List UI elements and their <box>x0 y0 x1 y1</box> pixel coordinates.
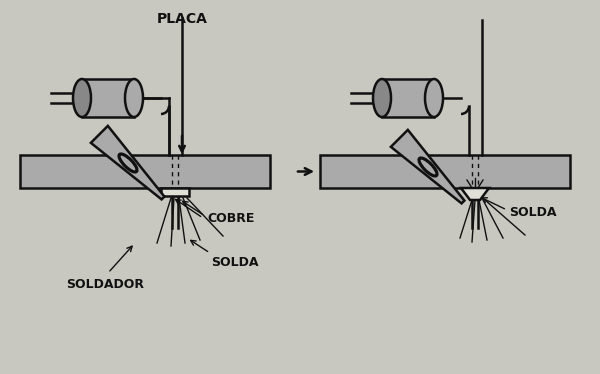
Text: SOLDADOR: SOLDADOR <box>66 278 144 291</box>
Bar <box>382 79 434 117</box>
Ellipse shape <box>73 79 91 117</box>
Ellipse shape <box>125 79 143 117</box>
Ellipse shape <box>373 79 391 117</box>
Polygon shape <box>91 126 164 199</box>
Bar <box>320 155 570 188</box>
Bar <box>161 188 189 196</box>
Text: COBRE: COBRE <box>207 212 254 224</box>
Polygon shape <box>391 130 464 203</box>
Ellipse shape <box>425 79 443 117</box>
Text: SOLDA: SOLDA <box>211 256 259 269</box>
Polygon shape <box>461 188 489 200</box>
Bar <box>20 155 270 188</box>
Text: SOLDA: SOLDA <box>509 205 557 218</box>
Text: PLACA: PLACA <box>157 12 208 26</box>
Bar <box>82 79 134 117</box>
